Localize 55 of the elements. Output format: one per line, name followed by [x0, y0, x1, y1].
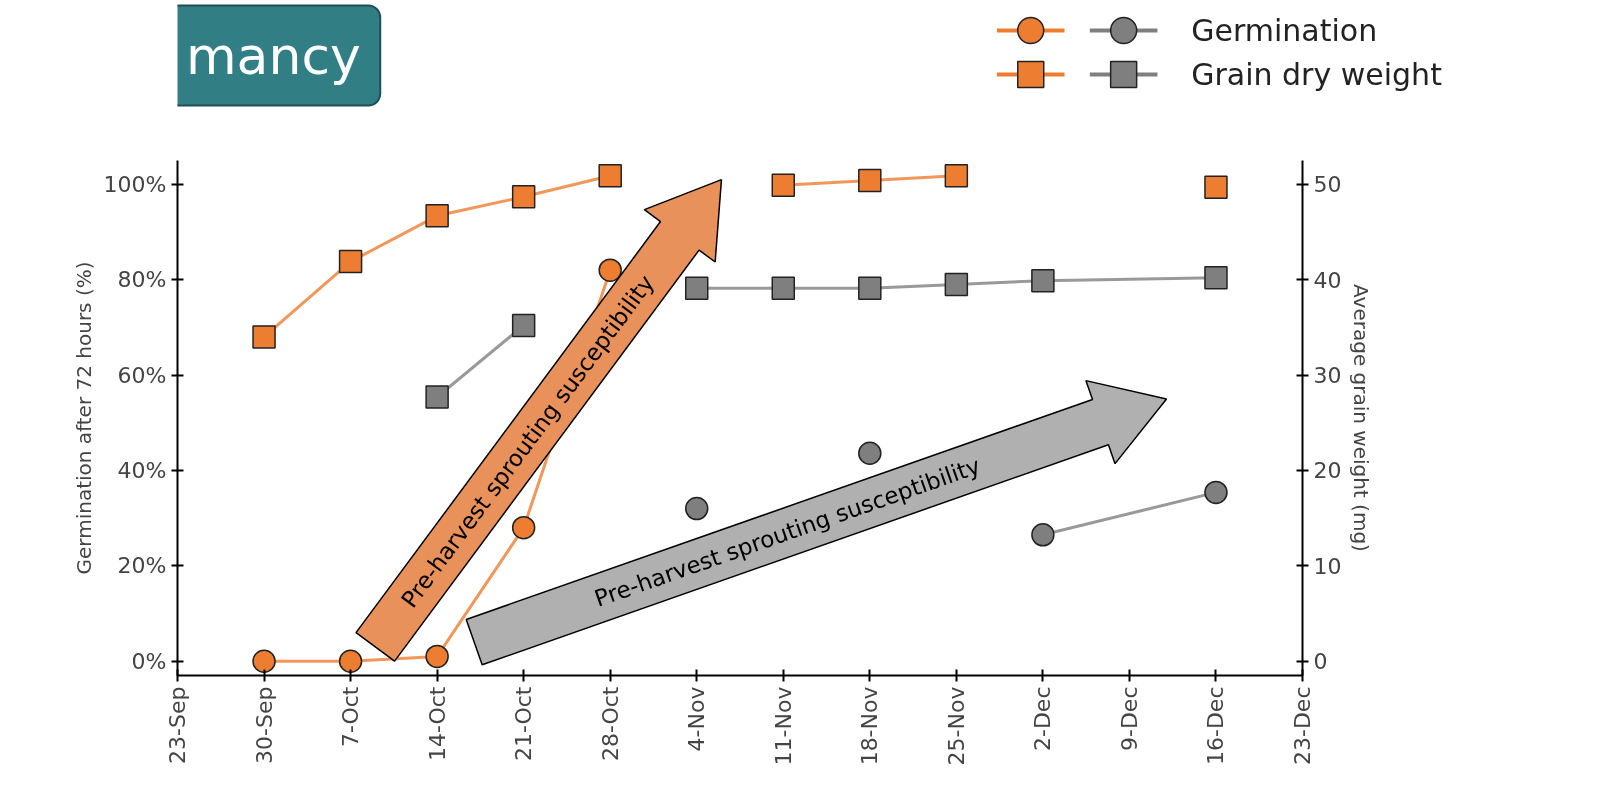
- y-tick-label: 60%: [117, 362, 167, 388]
- point: [598, 164, 622, 188]
- point: [944, 272, 969, 297]
- x-tick-label: 25-Nov: [943, 686, 969, 766]
- x-tick-label: 30-Sep: [251, 686, 277, 764]
- x-tick-label: 9-Dec: [1116, 686, 1142, 752]
- point: [425, 644, 449, 669]
- point: [858, 168, 882, 193]
- chart-title: mancy: [185, 25, 361, 86]
- point: [1204, 175, 1228, 199]
- x-tick-label: 21-Oct: [511, 686, 537, 762]
- x-tick-label: 7-Oct: [338, 686, 364, 748]
- x-tick-label: 11-Nov: [770, 686, 796, 766]
- y2-tick-label: 50: [1313, 172, 1342, 198]
- point: [1204, 480, 1228, 505]
- y2-tick-label: 30: [1313, 363, 1342, 389]
- y-tick-label: 20%: [117, 553, 167, 579]
- point: [1204, 266, 1228, 290]
- y-tick-label: 100%: [103, 171, 167, 197]
- y2-tick-label: 0: [1313, 649, 1328, 675]
- point: [771, 173, 796, 198]
- point: [511, 515, 536, 540]
- x-tick-label: 18-Nov: [857, 686, 883, 766]
- point: [858, 276, 882, 301]
- y2-tick-label: 20: [1313, 458, 1342, 484]
- x-tick-label: 4-Nov: [684, 686, 710, 752]
- point: [684, 276, 709, 301]
- y-tick-label: 80%: [117, 267, 167, 293]
- x-tick-label: 23-Sep: [165, 686, 190, 764]
- x-tick-label: 16-Dec: [1203, 686, 1229, 765]
- x-tick-label: 23-Dec: [1290, 686, 1315, 765]
- point: [1031, 268, 1055, 293]
- point: [252, 649, 276, 673]
- y-tick-label: 40%: [117, 457, 167, 483]
- legend-label: Grain dry weight: [1191, 57, 1443, 92]
- legend-label: Germination: [1191, 13, 1378, 48]
- y-axis-title: Germination after 72 hours (%): [71, 261, 96, 575]
- x-tick-label: 2-Dec: [1030, 686, 1056, 752]
- point: [511, 184, 536, 209]
- point: [511, 313, 536, 338]
- point: [425, 385, 449, 409]
- point: [771, 276, 796, 301]
- y2-tick-label: 10: [1313, 553, 1342, 579]
- y-tick-label: 0%: [131, 648, 167, 674]
- y2-tick-label: 40: [1313, 267, 1342, 293]
- point: [684, 496, 709, 521]
- x-tick-label: 28-Oct: [597, 686, 623, 762]
- point: [944, 164, 969, 188]
- point: [252, 325, 276, 349]
- point: [338, 249, 363, 274]
- y2-axis-title: Average grain weight (mg): [1349, 284, 1374, 552]
- x-tick-label: 14-Oct: [424, 686, 450, 762]
- point: [1031, 523, 1055, 547]
- point: [338, 649, 363, 673]
- point: [425, 204, 449, 228]
